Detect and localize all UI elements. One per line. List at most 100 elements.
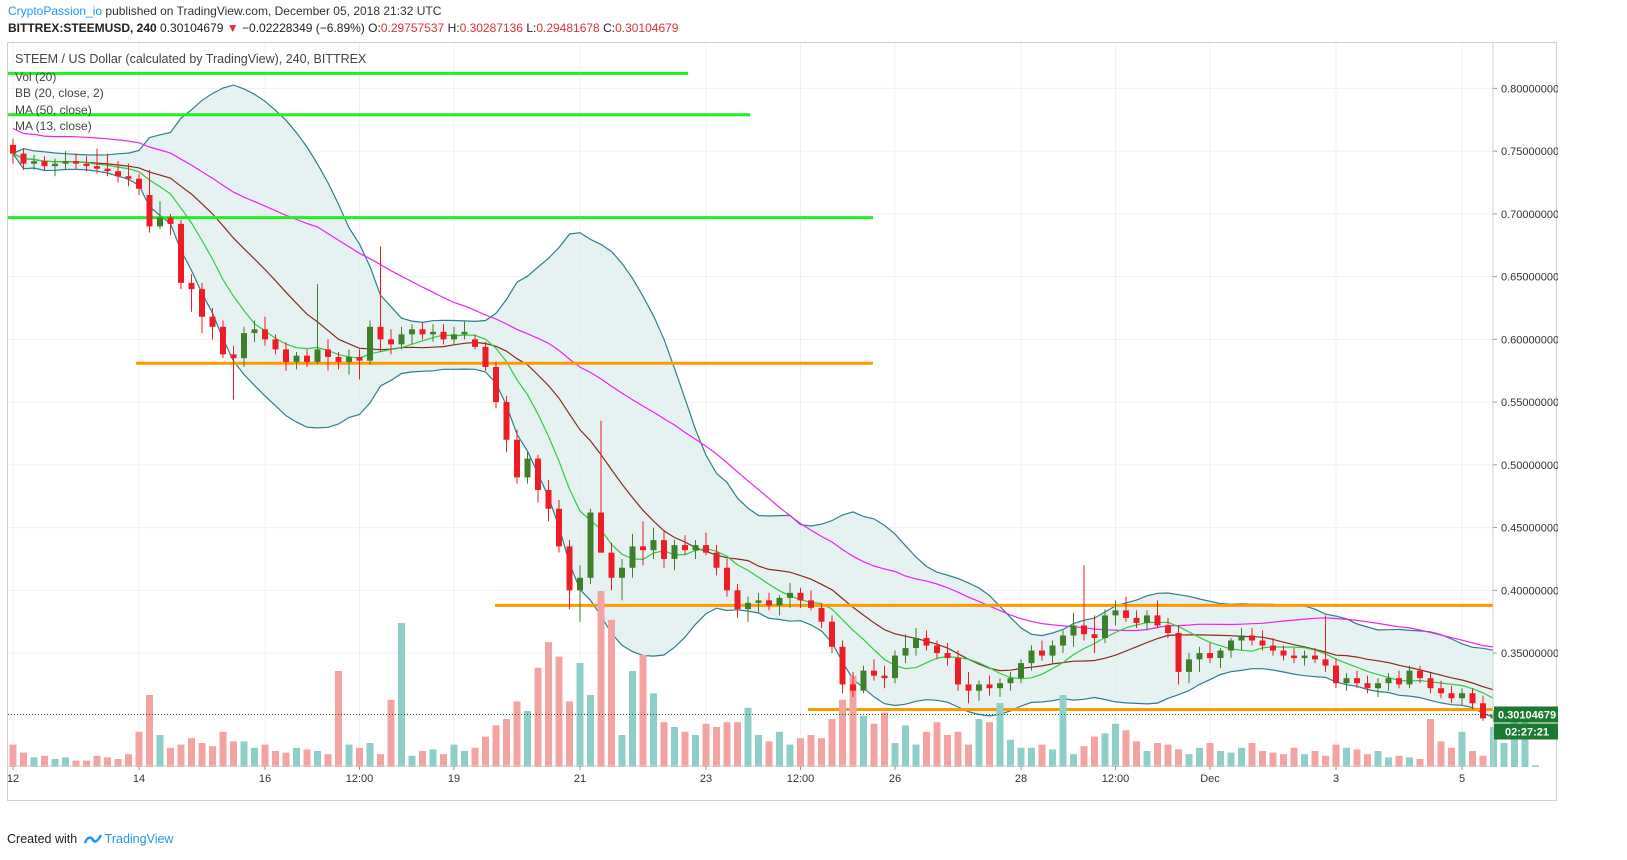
volume-bar: [9, 744, 17, 767]
last-price-tag-label: 0.30104679: [1498, 709, 1556, 721]
legend-bb[interactable]: BB (20, close, 2): [15, 86, 104, 100]
candle-body: [1469, 693, 1476, 704]
volume-bar: [1238, 747, 1245, 767]
candle-body: [913, 638, 919, 649]
low-label: L:: [526, 21, 537, 35]
candle-body: [1301, 655, 1308, 659]
x-tick-label: 21: [574, 773, 586, 785]
volume-bar: [1122, 730, 1130, 767]
candle-body: [493, 366, 499, 403]
candle-body: [293, 355, 300, 362]
candle-body: [1249, 635, 1255, 641]
volume-bar: [366, 743, 374, 767]
candle-body: [125, 176, 132, 179]
volume-bar: [1059, 695, 1067, 767]
candle-body: [283, 349, 289, 362]
price-chart[interactable]: 0.80000000 0.75000000 0.70000000 0.65000000…: [8, 43, 1558, 802]
candle-body: [1123, 610, 1129, 618]
y-tick-label: 0.70000000: [1501, 209, 1558, 221]
candle-body: [20, 153, 27, 164]
volume-bar: [975, 719, 983, 767]
legend-vol[interactable]: Vol (20): [15, 69, 57, 84]
volume-bar: [954, 731, 962, 767]
publisher-name[interactable]: CryptoPassion_io: [8, 4, 103, 18]
candle-body: [230, 354, 237, 359]
candle-body: [52, 163, 58, 167]
candle-body: [787, 592, 793, 598]
candle-body: [587, 512, 594, 578]
candle-body: [682, 545, 688, 551]
chart-panel[interactable]: 0.80000000 0.75000000 0.70000000 0.65000000…: [7, 42, 1558, 802]
volume-bar: [1143, 751, 1151, 767]
volume-bar: [1227, 752, 1235, 767]
volume-bar: [807, 735, 815, 767]
volume-bar: [608, 619, 615, 767]
volume-bar: [1532, 765, 1539, 767]
ma-long-line: [12, 127, 1494, 648]
volume-bar: [713, 727, 720, 767]
volume-bar: [482, 736, 489, 767]
candle-body: [1459, 693, 1465, 699]
candle-body: [430, 331, 436, 335]
candle-body: [997, 683, 1003, 689]
high-value: 0.30287136: [459, 21, 523, 35]
volume-bar: [839, 699, 846, 767]
x-tick-label: Dec: [1200, 773, 1220, 785]
candle-body: [776, 597, 783, 606]
volume-bar: [1343, 747, 1350, 767]
volume-bar: [818, 738, 825, 767]
candle-body: [314, 349, 321, 362]
candle-body: [1228, 640, 1234, 651]
candle-body: [1364, 683, 1371, 689]
volume-bar: [828, 719, 836, 767]
candle-body: [1396, 678, 1402, 685]
volume-bar: [629, 671, 636, 767]
volume-bar: [324, 754, 332, 767]
candle-body: [1112, 610, 1119, 616]
volume-bar: [1448, 747, 1455, 767]
volume-bar: [881, 712, 888, 767]
volume-bar: [744, 707, 752, 767]
volume-bar: [93, 755, 101, 767]
volume-bar: [566, 701, 573, 767]
candle-body: [1196, 653, 1203, 660]
candle-body: [608, 552, 615, 578]
tradingview-logo-icon: [83, 834, 102, 844]
volume-bar: [986, 722, 993, 767]
candle-body: [860, 670, 867, 691]
x-tick-label: 12:00: [346, 773, 374, 785]
candle-body: [650, 540, 657, 551]
candle-body: [766, 600, 772, 606]
x-tick-label: 23: [700, 773, 712, 785]
candle-body: [73, 161, 79, 164]
candle-body: [1154, 615, 1161, 626]
candle-body: [955, 658, 961, 685]
candle-body: [1375, 683, 1381, 689]
candle-body: [923, 638, 930, 646]
volume-bar: [1248, 743, 1256, 767]
candle-body: [1438, 688, 1444, 694]
legend-ma50[interactable]: MA (50, close): [15, 102, 92, 117]
candle-body: [1333, 665, 1339, 684]
candle-body: [451, 334, 457, 340]
volume-bar: [1007, 739, 1014, 767]
ma13-line: [12, 153, 1494, 699]
candle-body: [818, 607, 825, 622]
candle-body: [304, 355, 310, 362]
candle-body: [482, 346, 489, 367]
y-tick-label: 0.80000000: [1501, 83, 1558, 95]
tradingview-link[interactable]: TradingView: [104, 832, 174, 846]
volume-bar: [356, 747, 363, 767]
volume-bar: [261, 744, 269, 767]
legend-ma13[interactable]: MA (13, close): [15, 119, 92, 133]
x-tick-label: 12:00: [1102, 773, 1130, 785]
y-tick-label: 0.50000000: [1501, 460, 1558, 472]
volume-bar: [933, 722, 941, 767]
volume-bar: [1038, 744, 1046, 767]
candle-body: [976, 684, 982, 691]
candle-body: [346, 356, 352, 362]
candle-body: [1207, 653, 1213, 659]
candle-body: [199, 289, 205, 317]
x-tick-label: 5: [1459, 773, 1465, 785]
volume-bar: [1080, 746, 1088, 767]
